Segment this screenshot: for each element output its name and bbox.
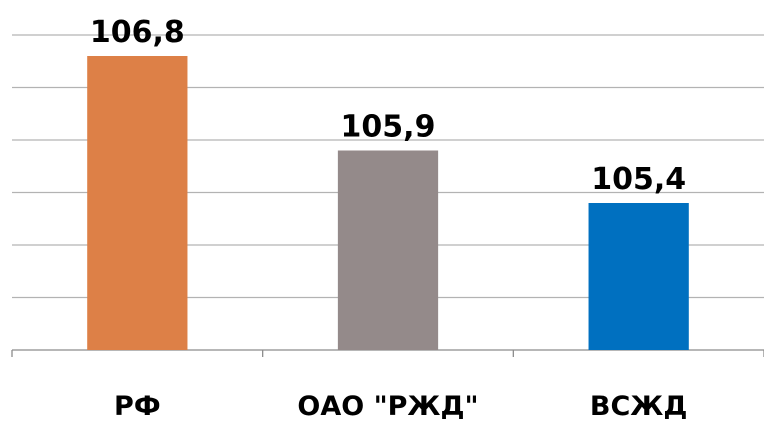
value-labels: 106,8 105,9 105,4 [90, 15, 686, 197]
bar [337, 150, 439, 350]
bar [588, 203, 689, 350]
category-label: ВСЖД [590, 391, 688, 422]
category-label: РФ [114, 391, 161, 422]
value-label: 106,8 [90, 15, 185, 50]
bar [87, 56, 188, 350]
x-axis [11, 349, 764, 357]
category-label: ОАО "РЖД" [297, 391, 478, 422]
bars [87, 56, 689, 350]
value-label: 105,9 [341, 110, 436, 145]
value-label: 105,4 [591, 162, 686, 197]
category-labels: РФ ОАО "РЖД" ВСЖД [114, 391, 687, 422]
